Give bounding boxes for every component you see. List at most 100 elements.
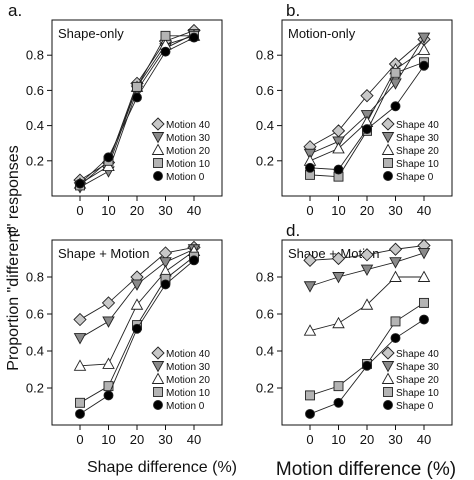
- legend-label: Motion 20: [166, 146, 210, 157]
- data-point: [101, 296, 116, 310]
- legend-label: Motion 10: [166, 388, 210, 399]
- panel-title: Shape-only: [58, 26, 124, 41]
- legend-label: Motion 40: [166, 120, 210, 131]
- x-tick-label: 0: [76, 203, 83, 218]
- data-point: [389, 270, 402, 282]
- x-tick-label: 10: [101, 432, 115, 447]
- data-point: [333, 381, 344, 392]
- x-axis-label-left: Shape difference (%): [87, 459, 237, 476]
- x-tick-label: 40: [187, 432, 201, 447]
- legend-label: Shape 0: [396, 401, 434, 412]
- x-tick-label: 40: [417, 203, 431, 218]
- panel-label: a.: [8, 1, 22, 20]
- data-point: [362, 360, 372, 371]
- data-point: [360, 298, 374, 310]
- data-point: [73, 359, 87, 371]
- legend-marker: [151, 132, 165, 144]
- legend-label: Shape 10: [396, 159, 439, 170]
- legend-label: Motion 30: [166, 133, 210, 144]
- data-point: [189, 32, 199, 43]
- legend-label: Motion 20: [166, 375, 210, 386]
- legend-label: Motion 10: [166, 159, 210, 170]
- data-point: [332, 142, 345, 154]
- data-point: [159, 257, 172, 269]
- y-axis-label: Proportion "different" responses: [5, 145, 22, 370]
- x-tick-label: 30: [158, 432, 172, 447]
- data-point: [75, 408, 85, 419]
- x-tick-label: 20: [360, 203, 374, 218]
- data-point: [102, 357, 115, 369]
- data-point: [331, 124, 346, 138]
- legend-marker: [383, 400, 393, 410]
- data-point: [332, 272, 345, 284]
- legend-marker: [383, 158, 393, 168]
- data-point: [160, 30, 171, 41]
- data-point: [360, 110, 374, 122]
- legend-marker: [381, 372, 395, 384]
- legend-marker: [381, 117, 395, 131]
- legend-marker: [383, 387, 393, 397]
- x-tick-label: 30: [158, 203, 172, 218]
- legend-marker: [153, 400, 163, 410]
- series-line: [309, 49, 425, 162]
- legend-label: Shape 20: [396, 146, 439, 157]
- series-1: [303, 247, 431, 293]
- legend-marker: [151, 346, 165, 360]
- legend-marker: [381, 346, 395, 360]
- legend-marker: [153, 158, 163, 168]
- y-tick-label: 0.4: [256, 118, 274, 133]
- data-point: [303, 281, 317, 293]
- legend-label: Motion 40: [166, 349, 210, 360]
- panel-c: c. Shape + Motion 0.2 0.4 0.6 0.8 0 10 20 30 40 Mot…: [8, 221, 223, 447]
- x-tick-label: 0: [76, 432, 83, 447]
- panel-title: Shape + Motion: [58, 246, 149, 261]
- y-tick-label: 0.2: [26, 153, 44, 168]
- panel-b: b. Motion-only 0.2 0.4 0.6 0.8 0 10 20 30 40 Shape …: [256, 1, 453, 218]
- data-point: [160, 46, 171, 57]
- data-point: [332, 136, 345, 148]
- legend-label: Motion 0: [166, 401, 205, 412]
- data-point: [417, 247, 431, 260]
- x-tick-label: 30: [388, 432, 402, 447]
- data-point: [389, 257, 402, 269]
- data-point: [360, 89, 374, 103]
- data-point: [389, 78, 402, 90]
- legend-marker: [151, 372, 165, 384]
- data-point: [102, 316, 115, 328]
- legend-marker: [383, 171, 393, 181]
- data-point: [103, 381, 114, 392]
- data-point: [303, 253, 317, 267]
- legend-marker: [381, 143, 395, 155]
- panel-label: d.: [286, 221, 300, 240]
- legend-label: Motion 0: [166, 172, 205, 183]
- data-point: [130, 279, 144, 291]
- legend-marker: [153, 171, 163, 181]
- series-4: [75, 32, 199, 189]
- x-tick-label: 30: [388, 203, 402, 218]
- series-line: [79, 30, 195, 181]
- data-point: [417, 270, 431, 282]
- legend-label: Shape 0: [396, 172, 434, 183]
- data-point: [333, 164, 344, 175]
- data-point: [75, 397, 85, 408]
- series-4: [305, 314, 429, 419]
- x-tick-label: 40: [187, 203, 201, 218]
- legend-marker: [151, 143, 165, 155]
- x-tick-label: 20: [360, 432, 374, 447]
- x-tick-label: 0: [306, 432, 313, 447]
- data-point: [303, 324, 317, 336]
- data-point: [158, 246, 173, 260]
- data-point: [419, 297, 429, 308]
- legend-label: Shape 30: [396, 362, 439, 373]
- y-tick-label: 0.6: [26, 307, 44, 322]
- y-tick-label: 0.6: [26, 83, 44, 98]
- y-tick-label: 0.4: [26, 344, 44, 359]
- data-point: [103, 390, 114, 401]
- data-point: [331, 251, 346, 266]
- x-tick-label: 40: [417, 432, 431, 447]
- data-point: [417, 32, 431, 45]
- y-tick-label: 0.4: [256, 344, 274, 359]
- x-tick-label: 20: [130, 203, 144, 218]
